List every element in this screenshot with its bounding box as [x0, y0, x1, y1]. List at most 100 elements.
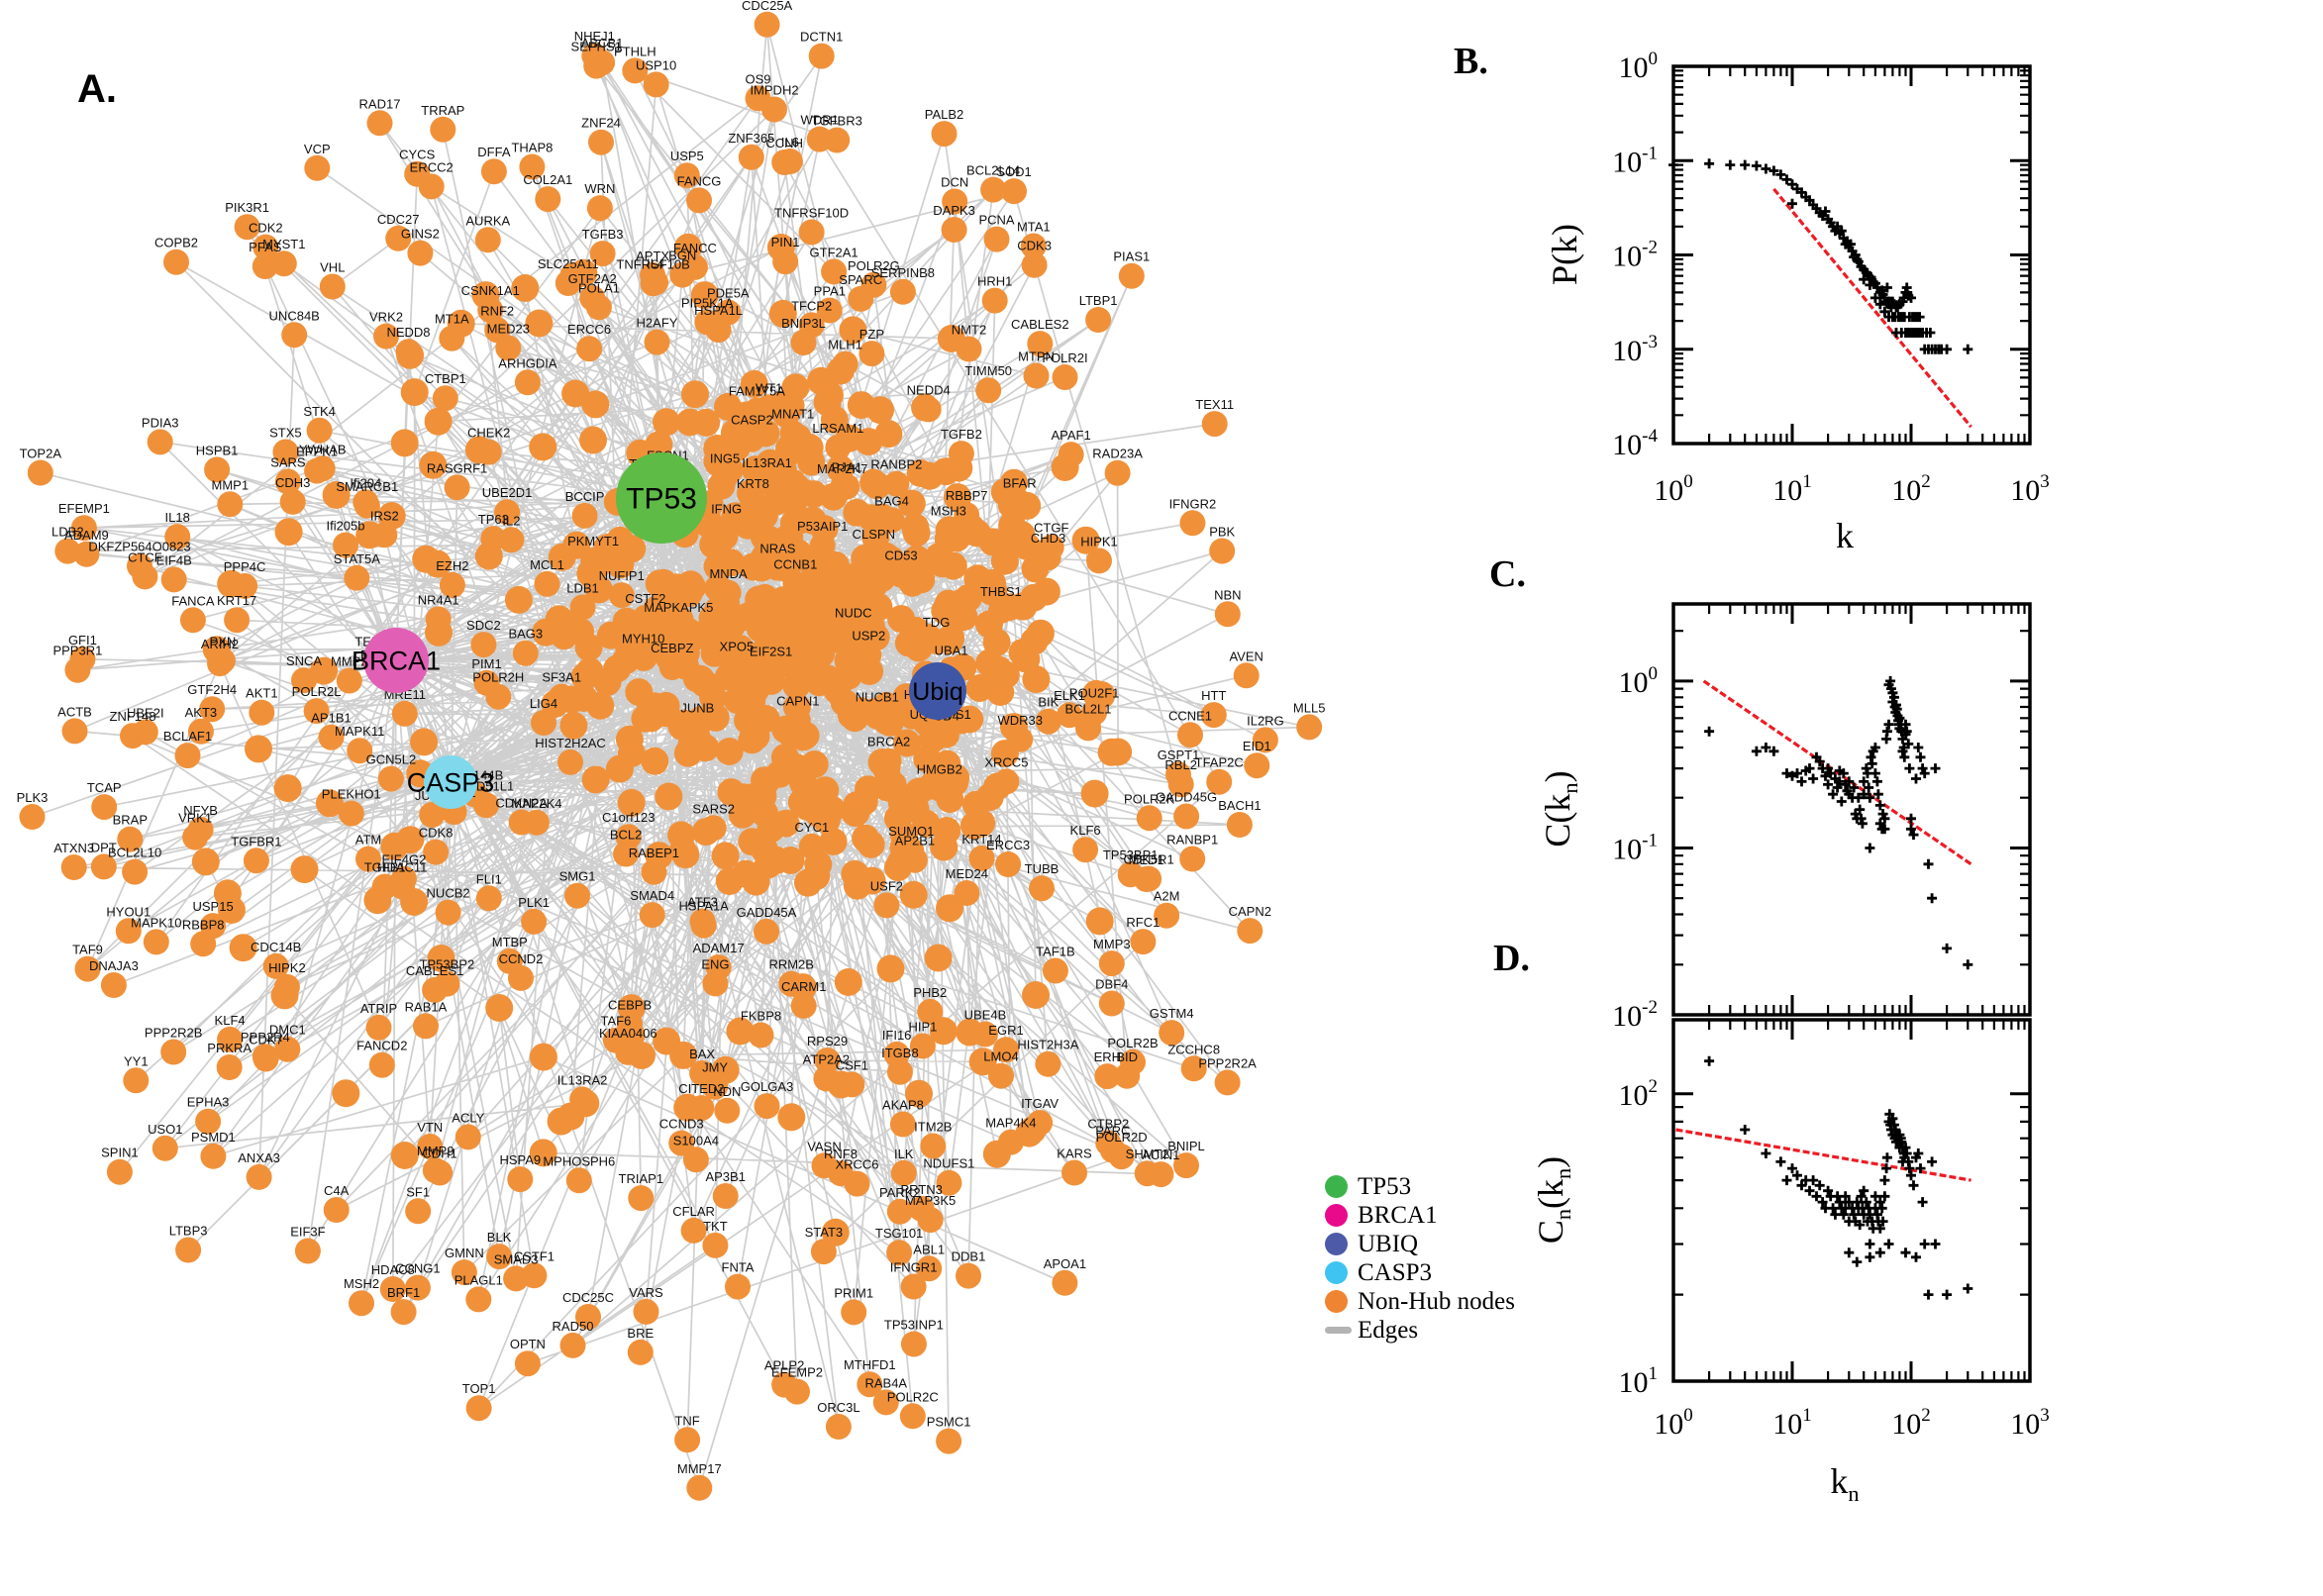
network-node-label: TOP2A — [20, 447, 62, 461]
legend-item-ubiq: UBIQ — [1325, 1230, 1515, 1258]
network-node — [90, 853, 117, 880]
legend-item-casp3: CASP3 — [1325, 1258, 1515, 1287]
network-node — [772, 249, 799, 275]
network-node — [942, 188, 968, 215]
network-node — [54, 538, 81, 564]
network-node — [569, 1086, 596, 1113]
axis-label: P(k) — [1545, 224, 1584, 285]
network-node — [690, 281, 719, 310]
network-node — [147, 429, 173, 455]
network-node — [484, 317, 511, 344]
network-node — [839, 316, 867, 345]
network-node — [422, 1157, 449, 1184]
network-node — [1029, 875, 1055, 902]
network-node — [291, 667, 317, 694]
network-node — [1006, 489, 1033, 516]
ubiq-node-icon — [1325, 1233, 1348, 1255]
network-node — [1038, 534, 1064, 560]
network-node-label: NFYB — [183, 803, 218, 818]
network-node — [688, 1095, 715, 1122]
network-node — [152, 1135, 178, 1161]
network-node-label: CSTF1 — [514, 1248, 555, 1263]
network-node — [641, 747, 669, 775]
network-node — [498, 527, 525, 553]
network-node — [840, 619, 866, 646]
network-node-label: NDN — [713, 1084, 741, 1099]
plot-ckn: 100 10-1 10-2 C(kn) — [1538, 602, 2032, 1033]
network-node — [633, 1298, 659, 1325]
network-node — [956, 336, 982, 362]
network-node — [1252, 727, 1278, 753]
network-node — [272, 439, 299, 465]
scatter-points — [1704, 1055, 1973, 1300]
network-node — [529, 1139, 557, 1167]
network-node — [413, 1013, 439, 1040]
network-node — [519, 153, 546, 180]
major-ticks — [1673, 604, 2032, 1017]
network-node-label: PPP4C — [224, 559, 266, 574]
network-node-label: IL2 — [502, 513, 520, 528]
network-node — [1148, 1161, 1174, 1188]
tick-label: 10-2 — [1612, 997, 1658, 1033]
network-node — [1098, 990, 1125, 1017]
network-node-label: LIG4 — [530, 696, 557, 711]
network-node — [1095, 1130, 1122, 1156]
network-node — [844, 1170, 870, 1197]
network-node — [1075, 715, 1101, 742]
network-node — [740, 489, 766, 516]
network-node — [711, 842, 740, 870]
network-node — [821, 1218, 850, 1247]
network-node — [754, 918, 779, 945]
network-node — [929, 1017, 958, 1046]
network-node — [742, 722, 770, 750]
network-node — [640, 270, 666, 297]
network-node — [924, 944, 953, 972]
network-node-label: CDC27 — [377, 212, 420, 227]
network-node-label: ORC3L — [817, 1400, 859, 1415]
network-node-label: PIAS1 — [1113, 249, 1150, 264]
network-node — [655, 782, 683, 811]
nonhub-node-icon — [1325, 1290, 1348, 1313]
network-node — [371, 522, 398, 549]
node-labels: C1orf123 HDAC11 MLL5 PARC MT1A SEPHS1 TEX11 SLC… — [17, 0, 1326, 1476]
network-node — [690, 912, 717, 939]
network-node — [632, 604, 658, 631]
network-node — [379, 1276, 406, 1302]
network-node — [883, 470, 910, 497]
network-node — [575, 1304, 601, 1330]
network-node — [825, 434, 852, 460]
network-node — [935, 517, 961, 544]
network-node-label: EID1 — [1243, 739, 1271, 753]
network-node — [1057, 702, 1082, 729]
network-node — [395, 339, 422, 365]
network-node-label: CARM1 — [781, 979, 827, 994]
network-node-label: CEBPB — [608, 997, 652, 1012]
network-node — [274, 518, 303, 547]
network-node — [886, 1240, 913, 1266]
network-node — [744, 397, 770, 424]
network-node — [674, 233, 702, 261]
network-node — [1244, 752, 1270, 779]
network-node — [366, 110, 393, 137]
network-node-label: MLH1 — [828, 338, 862, 352]
network-node — [713, 515, 740, 542]
network-node — [234, 214, 260, 241]
network-node — [738, 144, 764, 170]
network-node-label: TGFBR1 — [231, 834, 281, 848]
network-node — [841, 1299, 867, 1326]
network-node — [1013, 532, 1041, 560]
network-node — [344, 564, 370, 591]
network-node — [1136, 865, 1162, 892]
network-node — [470, 632, 497, 658]
network-node — [605, 754, 634, 783]
network-node — [811, 1152, 838, 1179]
network-node — [174, 743, 201, 769]
network-node — [1052, 1269, 1078, 1296]
network-node — [954, 502, 980, 529]
network-node-label: KLF4 — [215, 1013, 246, 1028]
network-node — [279, 488, 306, 515]
network-node-label: ATF3 — [687, 895, 718, 910]
network-node — [274, 1036, 301, 1062]
legend-item-label: Edges — [1358, 1316, 1419, 1344]
